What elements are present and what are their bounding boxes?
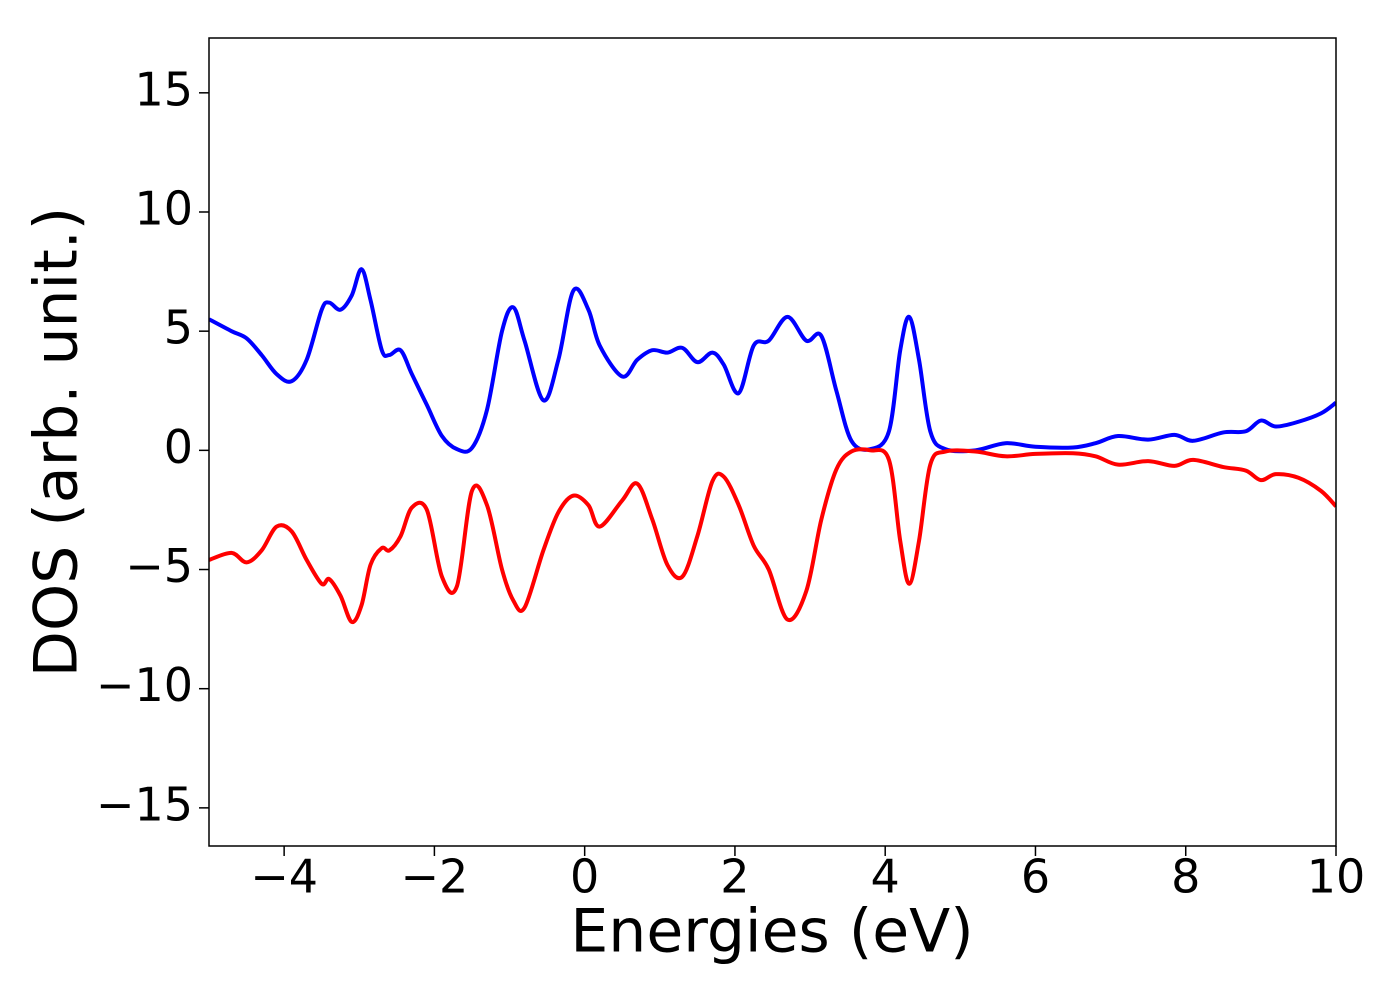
x-axis-label: Energies (eV) [570,897,973,967]
x-tick-label: 4 [871,850,900,904]
dos-line [209,267,1336,454]
y-tick-label: 0 [164,420,193,474]
x-tick-label: 6 [1021,850,1050,904]
y-tick-label: −10 [96,658,193,712]
y-tick-label: 10 [134,181,193,235]
x-tick-label: −4 [250,850,318,904]
x-tick-label: −2 [400,850,468,904]
plot-frame [208,37,1337,847]
y-axis-label: DOS (arb. unit.) [22,207,92,677]
dos-line [209,447,1336,625]
x-tick-label: 0 [570,850,599,904]
y-tick-label: 5 [164,301,193,355]
x-tick-label: 8 [1171,850,1200,904]
y-tick-label: 15 [134,62,193,116]
x-tick-label: 2 [720,850,749,904]
x-tick-label: 10 [1307,850,1366,904]
y-tick-label: −15 [96,777,193,831]
y-tick-label: −5 [125,539,193,593]
